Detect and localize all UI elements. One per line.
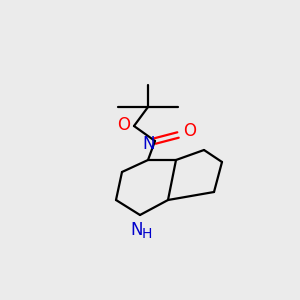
Text: N: N [131, 221, 143, 239]
Text: N: N [143, 135, 155, 153]
Text: O: O [117, 116, 130, 134]
Text: H: H [142, 227, 152, 241]
Text: O: O [183, 122, 196, 140]
